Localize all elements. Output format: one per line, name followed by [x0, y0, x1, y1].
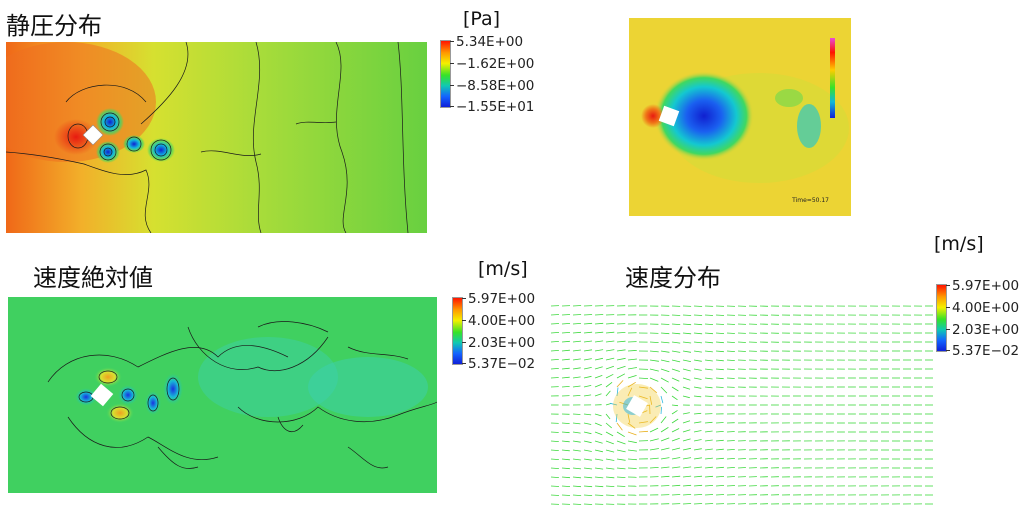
speed-abs-colorbar-label: 5.97E+00: [468, 291, 536, 307]
velocity-vector-plot: [545, 300, 935, 512]
speed-abs-colorbar-label: 4.00E+00: [468, 313, 536, 329]
velocity-colorbar-label: 2.03E+00: [952, 322, 1020, 338]
speed-abs-unit: [m/s]: [478, 258, 528, 280]
velocity-colorbar-label: 5.37E−02: [952, 343, 1020, 359]
pressure-contour-plot: [6, 42, 427, 233]
speed-abs-colorbar-label: 5.37E−02: [468, 356, 536, 372]
velocity-colorbar-label: 5.97E+00: [952, 278, 1020, 294]
speed-abs-colorbar-label: 2.03E+00: [468, 335, 536, 351]
velocity-title: 速度分布: [625, 264, 721, 292]
velocity-unit: [m/s]: [934, 233, 984, 255]
pressure-color-snapshot: Time=50.17: [629, 18, 851, 216]
inset-time-label: Time=50.17: [792, 197, 829, 204]
speed-abs-title: 速度絶対値: [33, 264, 153, 292]
velocity-colorbar-label: 4.00E+00: [952, 300, 1020, 316]
inset-mini-colorbar: [830, 38, 835, 118]
speed-abs-contour-plot: [8, 297, 437, 493]
pressure-title: 静圧分布: [6, 12, 102, 40]
pressure-colorbar-gradient: [440, 40, 451, 108]
pressure-colorbar-label: −1.62E+00: [456, 56, 535, 72]
pressure-unit: [Pa]: [463, 8, 501, 30]
pressure-colorbar-label: −8.58E+00: [456, 78, 535, 94]
velocity-colorbar-gradient: [936, 284, 947, 352]
pressure-colorbar-label: 5.34E+00: [456, 34, 524, 50]
pressure-colorbar-label: −1.55E+01: [456, 99, 535, 115]
speed-abs-colorbar-gradient: [452, 297, 463, 365]
